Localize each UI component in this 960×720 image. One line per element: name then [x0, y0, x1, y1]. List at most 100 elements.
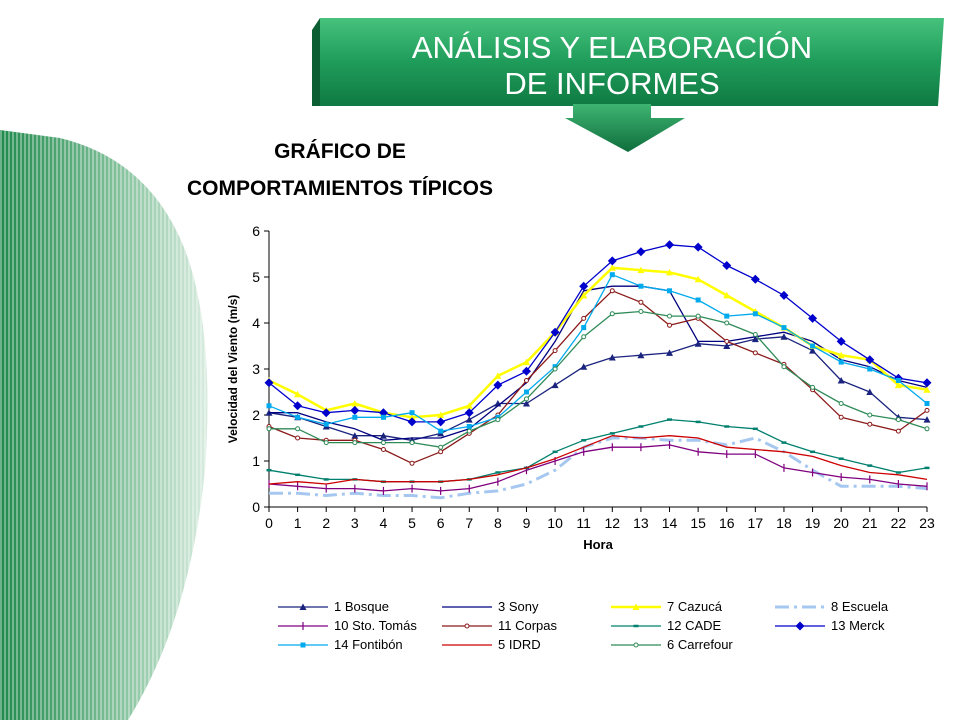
- legend-label: 13 Merck: [831, 618, 885, 633]
- legend-marker: [299, 603, 307, 610]
- data-point: [523, 378, 529, 383]
- series-line: [268, 418, 928, 483]
- data-point: [752, 350, 758, 356]
- data-point: [636, 247, 646, 257]
- data-point: [836, 336, 846, 346]
- series-10: [268, 435, 928, 485]
- legend-label: 14 Fontibón: [334, 637, 403, 652]
- data-point: [895, 378, 901, 383]
- series-line: [268, 435, 928, 485]
- data-point: [809, 347, 817, 354]
- x-axis-label: Hora: [583, 537, 613, 552]
- legend-marker: [633, 642, 639, 648]
- data-point: [837, 377, 845, 384]
- x-tick-label: 11: [576, 515, 591, 531]
- data-point: [924, 426, 930, 432]
- legend-label: 10 Sto. Tomás: [334, 618, 417, 633]
- data-point: [810, 384, 816, 390]
- data-point: [752, 332, 758, 337]
- data-point: [266, 403, 272, 409]
- legend-marker: [464, 623, 470, 629]
- data-point: [867, 421, 873, 427]
- data-point: [266, 426, 272, 432]
- data-point: [352, 440, 358, 446]
- data-point: [522, 400, 530, 407]
- data-point: [380, 447, 386, 452]
- legend-label: 3 Sony: [498, 599, 539, 614]
- series-line: [269, 285, 928, 441]
- x-tick-label: 9: [523, 515, 531, 531]
- data-point: [607, 256, 617, 266]
- data-point: [695, 313, 701, 319]
- legend-swatch: [442, 623, 492, 629]
- data-point: [465, 416, 473, 423]
- data-point: [666, 268, 674, 276]
- data-point: [581, 325, 587, 331]
- x-tick-label: 21: [862, 515, 878, 531]
- data-point: [922, 378, 932, 388]
- data-point: [294, 390, 302, 398]
- legend-label: 5 IDRD: [498, 637, 541, 652]
- series-8: [264, 240, 932, 427]
- data-point: [895, 417, 901, 423]
- data-point: [351, 400, 359, 407]
- data-point: [867, 412, 873, 418]
- series-4: [269, 436, 928, 500]
- data-point: [665, 240, 675, 250]
- data-point: [551, 381, 559, 389]
- data-point: [581, 315, 587, 321]
- data-point: [323, 440, 329, 446]
- series-line: [268, 244, 928, 423]
- legend-label: 6 Carrefour: [667, 637, 733, 652]
- data-point: [722, 261, 732, 270]
- data-point: [521, 366, 531, 376]
- data-point: [724, 313, 730, 319]
- x-tick-label: 16: [719, 515, 735, 531]
- data-point: [295, 414, 301, 420]
- banner-title-line1: ANÁLISIS Y ELABORACIÓN: [411, 30, 813, 65]
- y-tick-label: 1: [252, 453, 260, 469]
- data-point: [867, 366, 873, 372]
- series-2: [269, 285, 928, 441]
- data-point: [781, 325, 787, 331]
- data-point: [608, 354, 616, 361]
- data-point: [924, 401, 930, 406]
- data-point: [409, 440, 415, 446]
- chart-legend: 1 Bosque 3 Sony 7 Cazucá 8 Escuela 10 Sto. T…: [276, 597, 946, 657]
- x-tick-label: 8: [494, 515, 502, 531]
- data-point: [464, 408, 474, 418]
- legend-swatch: [442, 606, 492, 608]
- data-point: [609, 311, 615, 317]
- data-point: [437, 411, 445, 418]
- data-point: [438, 449, 444, 455]
- x-tick-label: 6: [437, 515, 445, 531]
- data-point: [380, 414, 386, 420]
- x-tick-label: 13: [633, 515, 649, 531]
- legend-swatch: [278, 622, 328, 630]
- legend-marker: [300, 642, 306, 648]
- data-point: [924, 407, 930, 413]
- x-tick-label: 1: [294, 515, 302, 531]
- legend-label: 1 Bosque: [334, 599, 389, 614]
- data-point: [436, 417, 446, 427]
- data-point: [552, 348, 558, 354]
- legend-label: 8 Escuela: [831, 599, 889, 614]
- green-stripe-decoration: [0, 130, 208, 720]
- x-tick-label: 2: [322, 515, 330, 531]
- data-point: [638, 309, 644, 314]
- y-tick-label: 4: [252, 315, 260, 331]
- data-point: [667, 288, 673, 294]
- data-point: [609, 272, 615, 278]
- data-point: [379, 432, 387, 439]
- series-line: [268, 336, 928, 441]
- x-tick-label: 4: [380, 515, 388, 531]
- data-point: [779, 290, 789, 300]
- data-point: [694, 340, 702, 347]
- series-line: [268, 274, 928, 432]
- series-1: [265, 333, 931, 444]
- y-tick-label: 3: [252, 361, 260, 377]
- data-point: [550, 327, 560, 337]
- x-tick-label: 20: [833, 515, 849, 531]
- data-point: [350, 405, 360, 415]
